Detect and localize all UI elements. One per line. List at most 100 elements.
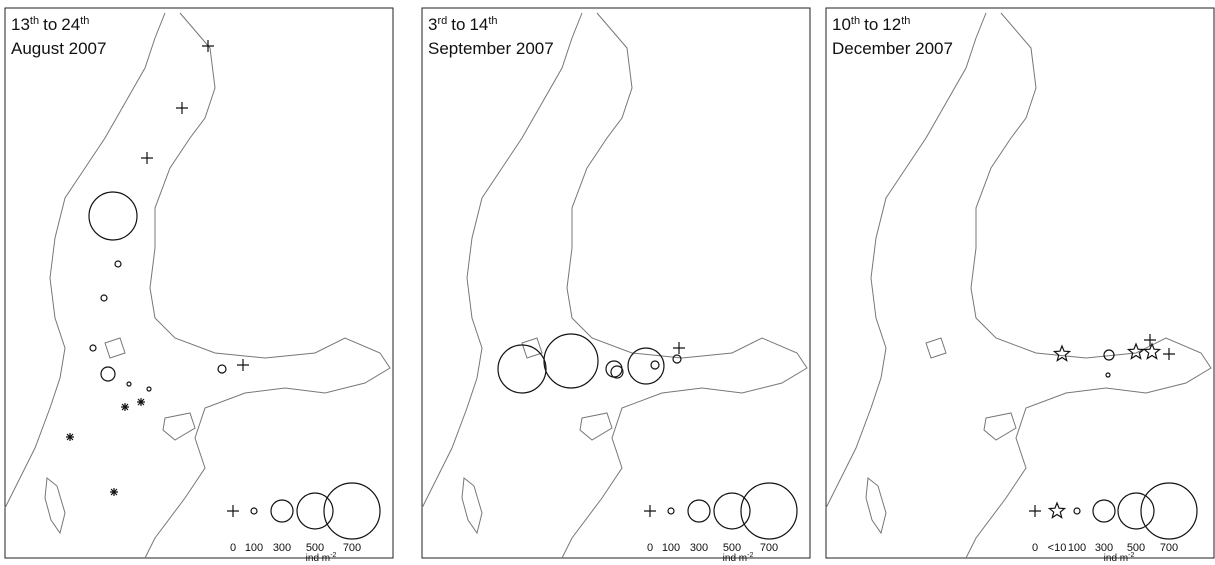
legend-label: 500 (306, 542, 324, 554)
coastline (4, 12, 391, 559)
plus-marker (141, 152, 153, 164)
legend-label: 700 (760, 542, 778, 554)
circle-marker (543, 333, 599, 389)
circle-marker (740, 482, 798, 540)
panel-title: 13th to 24th (11, 15, 89, 34)
circle-marker (89, 344, 97, 352)
title-part: th (30, 15, 39, 27)
panel-title: 3rd to 14th (428, 15, 498, 34)
circle-marker (1117, 492, 1155, 530)
plus-marker (1029, 505, 1041, 517)
circle-marker (100, 294, 108, 302)
legend-label: 100 (662, 542, 680, 554)
circle-marker (605, 360, 623, 378)
legend-label: 300 (690, 542, 708, 554)
plus-marker (1163, 348, 1175, 360)
unit-exponent: -2 (747, 552, 753, 559)
plus-marker (673, 342, 685, 354)
title-part: 10 (832, 15, 851, 34)
title-part: to (451, 15, 465, 34)
circle-marker (100, 366, 116, 382)
circle-marker (497, 344, 547, 394)
circle-marker (217, 364, 227, 374)
legend-label: 500 (1127, 542, 1145, 554)
star-marker (1047, 501, 1067, 519)
legend-label: 300 (273, 542, 291, 554)
panel-frame (421, 7, 811, 559)
circle-marker (713, 492, 751, 530)
circle-marker (627, 347, 665, 385)
title-part: 13 (11, 15, 30, 34)
circle-marker (323, 482, 381, 540)
plus-marker (176, 102, 188, 114)
title-part: th (851, 15, 860, 27)
coastline (825, 12, 1212, 559)
unit-exponent: -2 (1128, 552, 1134, 559)
circle-marker (296, 492, 334, 530)
circle-marker (1073, 507, 1081, 515)
title-part: to (864, 15, 878, 34)
panel-subtitle: September 2007 (428, 39, 554, 58)
legend-label: 500 (723, 542, 741, 554)
star-marker (1142, 342, 1162, 360)
circle-marker (1103, 349, 1115, 361)
circle-marker (1140, 482, 1198, 540)
asterisk-marker (110, 488, 118, 496)
legend-label: 700 (1160, 542, 1178, 554)
legend-label: 0 (230, 542, 236, 554)
title-part: th (488, 15, 497, 27)
map-panel: 13th to 24th August 2007 0 100 300 500 700 ind m-… (4, 7, 394, 564)
star-marker (1126, 342, 1146, 360)
panel-title: 10th to 12th (832, 15, 910, 34)
circle-marker (1105, 372, 1111, 378)
panel-subtitle: August 2007 (11, 39, 106, 58)
circle-marker (650, 360, 660, 370)
title-part: to (43, 15, 57, 34)
circle-marker (146, 386, 152, 392)
circle-marker (687, 499, 711, 523)
title-part: 12 (882, 15, 901, 34)
legend-unit: ind m-2 (1104, 552, 1135, 564)
title-part: rd (437, 15, 447, 27)
circle-marker (88, 191, 138, 241)
plus-marker (644, 505, 656, 517)
circle-marker (1092, 499, 1116, 523)
legend-label: 0 (1032, 542, 1038, 554)
panel-frame (825, 7, 1215, 559)
asterisk-marker (137, 398, 145, 406)
plus-marker (1144, 334, 1156, 346)
plus-marker (202, 40, 214, 52)
circle-marker (610, 365, 624, 379)
circle-marker (667, 507, 675, 515)
panel-frame (4, 7, 394, 559)
unit-text: ind m (306, 553, 330, 564)
legend-label: 100 (245, 542, 263, 554)
legend-label: <10 (1048, 542, 1067, 554)
panel-subtitle: December 2007 (832, 39, 953, 58)
title-part: th (80, 15, 89, 27)
asterisk-marker (66, 433, 74, 441)
map-panel: 3rd to 14th September 2007 0 100 300 500 700 ind … (421, 7, 811, 564)
title-part: 3 (428, 15, 437, 34)
asterisk-marker (121, 403, 129, 411)
title-part: th (901, 15, 910, 27)
legend-label: 100 (1068, 542, 1086, 554)
circle-marker (672, 354, 682, 364)
title-part: 14 (469, 15, 488, 34)
unit-exponent: -2 (330, 552, 336, 559)
circle-marker (250, 507, 258, 515)
coastline (421, 12, 808, 559)
plus-marker (227, 505, 239, 517)
star-marker (1052, 344, 1072, 362)
circle-marker (114, 260, 122, 268)
legend-label: 700 (343, 542, 361, 554)
circle-marker (270, 499, 294, 523)
unit-text: ind m (723, 553, 747, 564)
plus-marker (237, 359, 249, 371)
legend-label: 300 (1095, 542, 1113, 554)
circle-marker (126, 381, 132, 387)
unit-text: ind m (1104, 553, 1128, 564)
legend-unit: ind m-2 (306, 552, 337, 564)
